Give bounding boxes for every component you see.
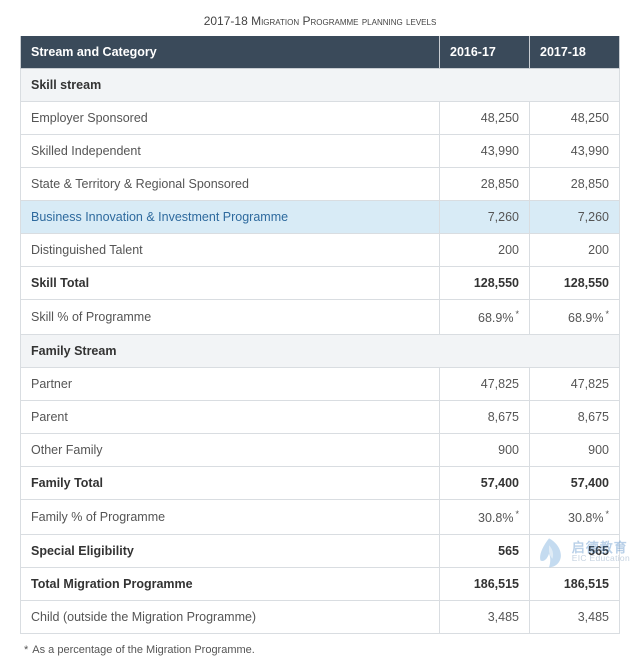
row-state-territory: State & Territory & Regional Sponsored 2… bbox=[21, 168, 620, 201]
asterisk-icon: * bbox=[513, 309, 519, 319]
cell-2017-18: 68.9%* bbox=[530, 300, 620, 335]
asterisk-icon: * bbox=[603, 309, 609, 319]
cell-2016-17: 48,250 bbox=[440, 102, 530, 135]
cell-2017-18: 900 bbox=[530, 434, 620, 467]
col-2016-17: 2016-17 bbox=[440, 36, 530, 69]
cell-2017-18: 128,550 bbox=[530, 267, 620, 300]
cell-label: Skill stream bbox=[21, 69, 620, 102]
cell-2016-17: 128,550 bbox=[440, 267, 530, 300]
row-partner: Partner 47,825 47,825 bbox=[21, 368, 620, 401]
cell-label: Total Migration Programme bbox=[21, 568, 440, 601]
asterisk-icon: * bbox=[24, 644, 32, 656]
row-special-eligibility: Special Eligibility 565 565 bbox=[21, 535, 620, 568]
cell-2017-18: 48,250 bbox=[530, 102, 620, 135]
cell-2016-17: 3,485 bbox=[440, 601, 530, 634]
col-stream-category: Stream and Category bbox=[21, 36, 440, 69]
cell-2016-17: 47,825 bbox=[440, 368, 530, 401]
cell-label: Family Stream bbox=[21, 335, 620, 368]
cell-label: Family Total bbox=[21, 467, 440, 500]
cell-2017-18: 565 bbox=[530, 535, 620, 568]
cell-2016-17: 200 bbox=[440, 234, 530, 267]
cell-label: Distinguished Talent bbox=[21, 234, 440, 267]
cell-2017-18: 186,515 bbox=[530, 568, 620, 601]
row-skilled-independent: Skilled Independent 43,990 43,990 bbox=[21, 135, 620, 168]
footnote-text: As a percentage of the Migration Program… bbox=[32, 644, 255, 656]
cell-2016-17: 30.8%* bbox=[440, 500, 530, 535]
row-family-stream: Family Stream bbox=[21, 335, 620, 368]
value: 68.9% bbox=[478, 311, 513, 325]
table-title: 2017-18 Migration Programme planning lev… bbox=[20, 8, 620, 36]
cell-label: Other Family bbox=[21, 434, 440, 467]
footnote: *As a percentage of the Migration Progra… bbox=[20, 634, 620, 656]
row-skill-pct: Skill % of Programme 68.9%* 68.9%* bbox=[21, 300, 620, 335]
cell-2017-18: 200 bbox=[530, 234, 620, 267]
row-family-pct: Family % of Programme 30.8%* 30.8%* bbox=[21, 500, 620, 535]
cell-2017-18: 3,485 bbox=[530, 601, 620, 634]
row-employer-sponsored: Employer Sponsored 48,250 48,250 bbox=[21, 102, 620, 135]
cell-2017-18: 47,825 bbox=[530, 368, 620, 401]
cell-label: Skill % of Programme bbox=[21, 300, 440, 335]
row-skill-total: Skill Total 128,550 128,550 bbox=[21, 267, 620, 300]
value: 68.9% bbox=[568, 311, 603, 325]
cell-label: Parent bbox=[21, 401, 440, 434]
cell-label: State & Territory & Regional Sponsored bbox=[21, 168, 440, 201]
row-skill-stream: Skill stream bbox=[21, 69, 620, 102]
col-2017-18: 2017-18 bbox=[530, 36, 620, 69]
cell-label: Special Eligibility bbox=[21, 535, 440, 568]
cell-2016-17: 565 bbox=[440, 535, 530, 568]
cell-2017-18: 28,850 bbox=[530, 168, 620, 201]
cell-label: Employer Sponsored bbox=[21, 102, 440, 135]
cell-2016-17: 186,515 bbox=[440, 568, 530, 601]
row-business-innovation: Business Innovation & Investment Program… bbox=[21, 201, 620, 234]
row-family-total: Family Total 57,400 57,400 bbox=[21, 467, 620, 500]
cell-2016-17: 7,260 bbox=[440, 201, 530, 234]
cell-2016-17: 68.9%* bbox=[440, 300, 530, 335]
row-child-outside: Child (outside the Migration Programme) … bbox=[21, 601, 620, 634]
cell-label: Business Innovation & Investment Program… bbox=[21, 201, 440, 234]
cell-2017-18: 8,675 bbox=[530, 401, 620, 434]
cell-2017-18: 43,990 bbox=[530, 135, 620, 168]
table-header-row: Stream and Category 2016-17 2017-18 bbox=[21, 36, 620, 69]
row-other-family: Other Family 900 900 bbox=[21, 434, 620, 467]
migration-table: Stream and Category 2016-17 2017-18 Skil… bbox=[20, 36, 620, 634]
cell-2016-17: 900 bbox=[440, 434, 530, 467]
asterisk-icon: * bbox=[603, 509, 609, 519]
cell-2016-17: 8,675 bbox=[440, 401, 530, 434]
cell-2017-18: 7,260 bbox=[530, 201, 620, 234]
cell-label: Skill Total bbox=[21, 267, 440, 300]
asterisk-icon: * bbox=[513, 509, 519, 519]
cell-label: Partner bbox=[21, 368, 440, 401]
cell-label: Child (outside the Migration Programme) bbox=[21, 601, 440, 634]
cell-label: Skilled Independent bbox=[21, 135, 440, 168]
cell-2016-17: 28,850 bbox=[440, 168, 530, 201]
row-distinguished-talent: Distinguished Talent 200 200 bbox=[21, 234, 620, 267]
value: 30.8% bbox=[478, 511, 513, 525]
cell-2016-17: 43,990 bbox=[440, 135, 530, 168]
cell-2017-18: 30.8%* bbox=[530, 500, 620, 535]
row-parent: Parent 8,675 8,675 bbox=[21, 401, 620, 434]
cell-2016-17: 57,400 bbox=[440, 467, 530, 500]
cell-label: Family % of Programme bbox=[21, 500, 440, 535]
row-total-migration: Total Migration Programme 186,515 186,51… bbox=[21, 568, 620, 601]
cell-2017-18: 57,400 bbox=[530, 467, 620, 500]
value: 30.8% bbox=[568, 511, 603, 525]
